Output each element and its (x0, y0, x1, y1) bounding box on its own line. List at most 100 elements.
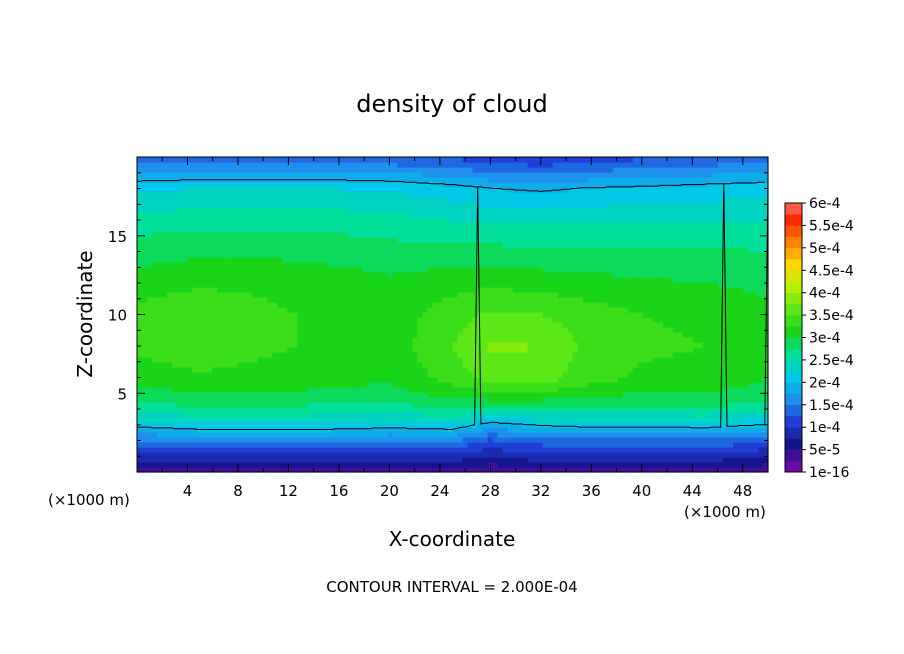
field-cell (647, 457, 654, 463)
field-cell (412, 277, 419, 283)
field-cell (437, 432, 444, 438)
field-cell (207, 457, 213, 463)
field-cell (517, 302, 524, 308)
field-cell (412, 412, 419, 418)
field-cell (312, 447, 318, 453)
field-cell (217, 332, 223, 338)
field-cell (717, 307, 724, 313)
field-cell (742, 277, 749, 283)
field-cell (327, 392, 333, 398)
field-cell (617, 422, 624, 428)
field-cell (672, 407, 679, 413)
field-cell (192, 342, 198, 348)
field-cell (547, 282, 554, 288)
field-cell (337, 372, 343, 378)
field-cell (367, 332, 373, 338)
field-cell (232, 387, 238, 393)
field-cell (142, 377, 148, 383)
field-cell (587, 402, 594, 408)
field-cell (582, 282, 589, 288)
field-cell (687, 437, 694, 443)
field-cell (597, 422, 604, 428)
field-cell (337, 272, 343, 278)
field-cell (317, 337, 323, 343)
field-cell (157, 327, 163, 333)
field-cell (152, 297, 158, 303)
field-cell (477, 327, 484, 333)
field-cell (162, 467, 168, 473)
field-cell (187, 407, 193, 413)
field-cell (417, 422, 424, 428)
field-cell (387, 297, 394, 303)
field-cell (342, 287, 348, 293)
field-cell (752, 312, 759, 318)
field-cell (157, 352, 163, 358)
field-cell (637, 367, 644, 373)
field-cell (757, 387, 764, 393)
field-cell (757, 302, 764, 308)
field-cell (487, 347, 494, 353)
field-cell (542, 377, 549, 383)
field-cell (637, 412, 644, 418)
field-cell (357, 462, 363, 468)
field-cell (232, 327, 238, 333)
field-cell (507, 392, 514, 398)
field-cell (377, 327, 383, 333)
field-cell (282, 397, 288, 403)
field-cell (672, 287, 679, 293)
field-cell (607, 412, 614, 418)
field-cell (382, 437, 388, 443)
field-cell (342, 467, 348, 473)
field-cell (152, 357, 158, 363)
field-cell (137, 467, 143, 473)
field-cell (487, 357, 494, 363)
field-cell (442, 432, 449, 438)
field-cell (747, 297, 754, 303)
field-cell (167, 317, 173, 323)
field-cell (612, 392, 619, 398)
field-cell (242, 287, 248, 293)
field-cell (437, 382, 444, 388)
field-cell (147, 392, 153, 398)
field-cell (612, 402, 619, 408)
field-cell (492, 292, 499, 298)
field-cell (277, 462, 283, 468)
field-cell (237, 442, 243, 448)
field-cell (727, 347, 734, 353)
field-cell (152, 367, 158, 373)
field-cell (652, 417, 659, 423)
field-cell (367, 432, 373, 438)
field-cell (187, 297, 193, 303)
field-cell (287, 282, 293, 288)
field-cell (482, 327, 489, 333)
field-cell (542, 342, 549, 348)
field-cell (552, 412, 559, 418)
field-cell (217, 322, 223, 328)
field-cell (667, 427, 674, 433)
field-cell (667, 327, 674, 333)
field-cell (682, 327, 689, 333)
field-cell (202, 302, 208, 308)
field-cell (337, 377, 343, 383)
field-cell (592, 402, 599, 408)
field-cell (167, 357, 173, 363)
field-cell (687, 412, 694, 418)
field-cell (317, 282, 323, 288)
field-cell (617, 307, 624, 313)
field-cell (712, 447, 719, 453)
field-cell (452, 457, 459, 463)
field-cell (732, 437, 739, 443)
field-cell (467, 312, 474, 318)
field-cell (437, 287, 444, 293)
field-cell (587, 312, 594, 318)
field-cell (432, 297, 439, 303)
field-cell (542, 317, 549, 323)
field-cell (667, 462, 674, 468)
field-cell (597, 392, 604, 398)
field-cell (662, 317, 669, 323)
field-cell (177, 467, 183, 473)
field-cell (222, 447, 228, 453)
field-cell (157, 447, 163, 453)
field-cell (262, 447, 268, 453)
field-cell (612, 347, 619, 353)
